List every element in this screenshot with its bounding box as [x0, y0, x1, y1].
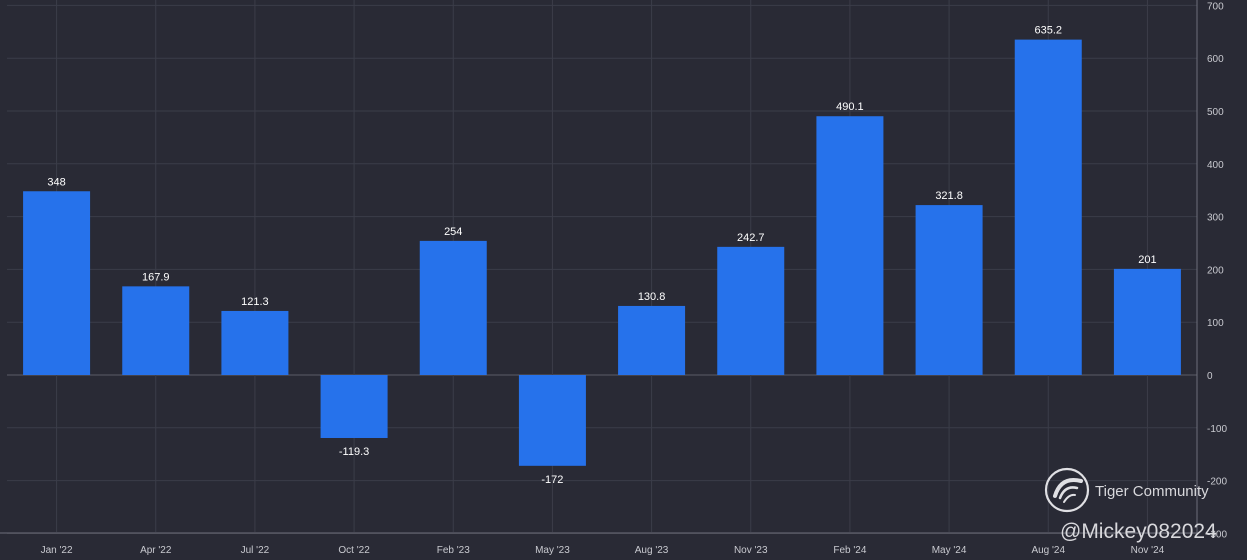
bar-3 — [320, 375, 388, 438]
x-axis-ticks: Jan '22 Apr '22 Jul '22 Oct '22 Feb '23 May '… — [41, 545, 1165, 556]
bar-2 — [221, 310, 289, 375]
y-tick-label: 0 — [1207, 371, 1213, 382]
bar-10 — [1014, 39, 1082, 375]
y-axis-ticks: -300 -200 -100 0 100 200 300 400 500 600 700 — [1207, 1, 1227, 540]
bar-6 — [618, 305, 686, 375]
data-label: -172 — [541, 474, 563, 486]
y-tick-label: 600 — [1207, 54, 1224, 65]
data-label: 348 — [47, 176, 65, 188]
bar-9 — [915, 205, 983, 375]
bar-4 — [419, 240, 487, 375]
bars — [23, 39, 1181, 466]
bar-7 — [717, 246, 785, 375]
data-label: 130.8 — [638, 291, 666, 303]
x-tick-label: May '24 — [932, 545, 967, 556]
data-label: 201 — [1138, 254, 1156, 266]
data-label: 254 — [444, 226, 462, 238]
bar-1 — [122, 286, 190, 375]
grid — [0, 0, 1198, 534]
bar-8 — [816, 116, 884, 375]
x-tick-label: Oct '22 — [338, 545, 370, 556]
data-label: -119.3 — [339, 446, 369, 458]
x-tick-label: Aug '24 — [1031, 545, 1065, 556]
x-tick-label: May '23 — [535, 545, 570, 556]
bar-11 — [1113, 268, 1181, 375]
y-tick-label: 700 — [1207, 1, 1224, 12]
x-tick-label: Nov '23 — [734, 545, 768, 556]
y-tick-label: -300 — [1207, 529, 1227, 540]
y-tick-label: 200 — [1207, 265, 1224, 276]
x-tick-label: Feb '24 — [833, 545, 866, 556]
tiger-logo-icon — [1044, 467, 1090, 513]
watermark-brand: Tiger Community — [1095, 483, 1209, 500]
y-tick-label: 100 — [1207, 318, 1224, 329]
x-tick-label: Apr '22 — [140, 545, 172, 556]
bar-0 — [23, 191, 91, 375]
data-label: 242.7 — [737, 232, 765, 244]
x-tick-label: Nov '24 — [1131, 545, 1165, 556]
x-tick-label: Jul '22 — [241, 545, 270, 556]
x-tick-label: Aug '23 — [635, 545, 669, 556]
watermark: Tiger Community @Mickey082024 — [1044, 467, 1217, 543]
watermark-handle: @Mickey082024 — [1060, 520, 1217, 543]
data-label: 635.2 — [1034, 25, 1062, 37]
y-tick-label: -200 — [1207, 477, 1227, 488]
y-tick-label: 400 — [1207, 160, 1224, 171]
data-labels: 348 167.9 121.3 -119.3 254 -172 130.8 242.7 490.… — [47, 25, 1156, 486]
y-tick-label: 300 — [1207, 213, 1224, 224]
x-tick-label: Jan '22 — [41, 545, 73, 556]
y-tick-label: 500 — [1207, 107, 1224, 118]
y-tick-label: -100 — [1207, 424, 1227, 435]
data-label: 321.8 — [935, 190, 963, 202]
x-tick-label: Feb '23 — [437, 545, 470, 556]
data-label: 121.3 — [241, 296, 269, 308]
data-label: 167.9 — [142, 271, 170, 283]
bar-5 — [518, 375, 586, 466]
data-label: 490.1 — [836, 101, 864, 113]
